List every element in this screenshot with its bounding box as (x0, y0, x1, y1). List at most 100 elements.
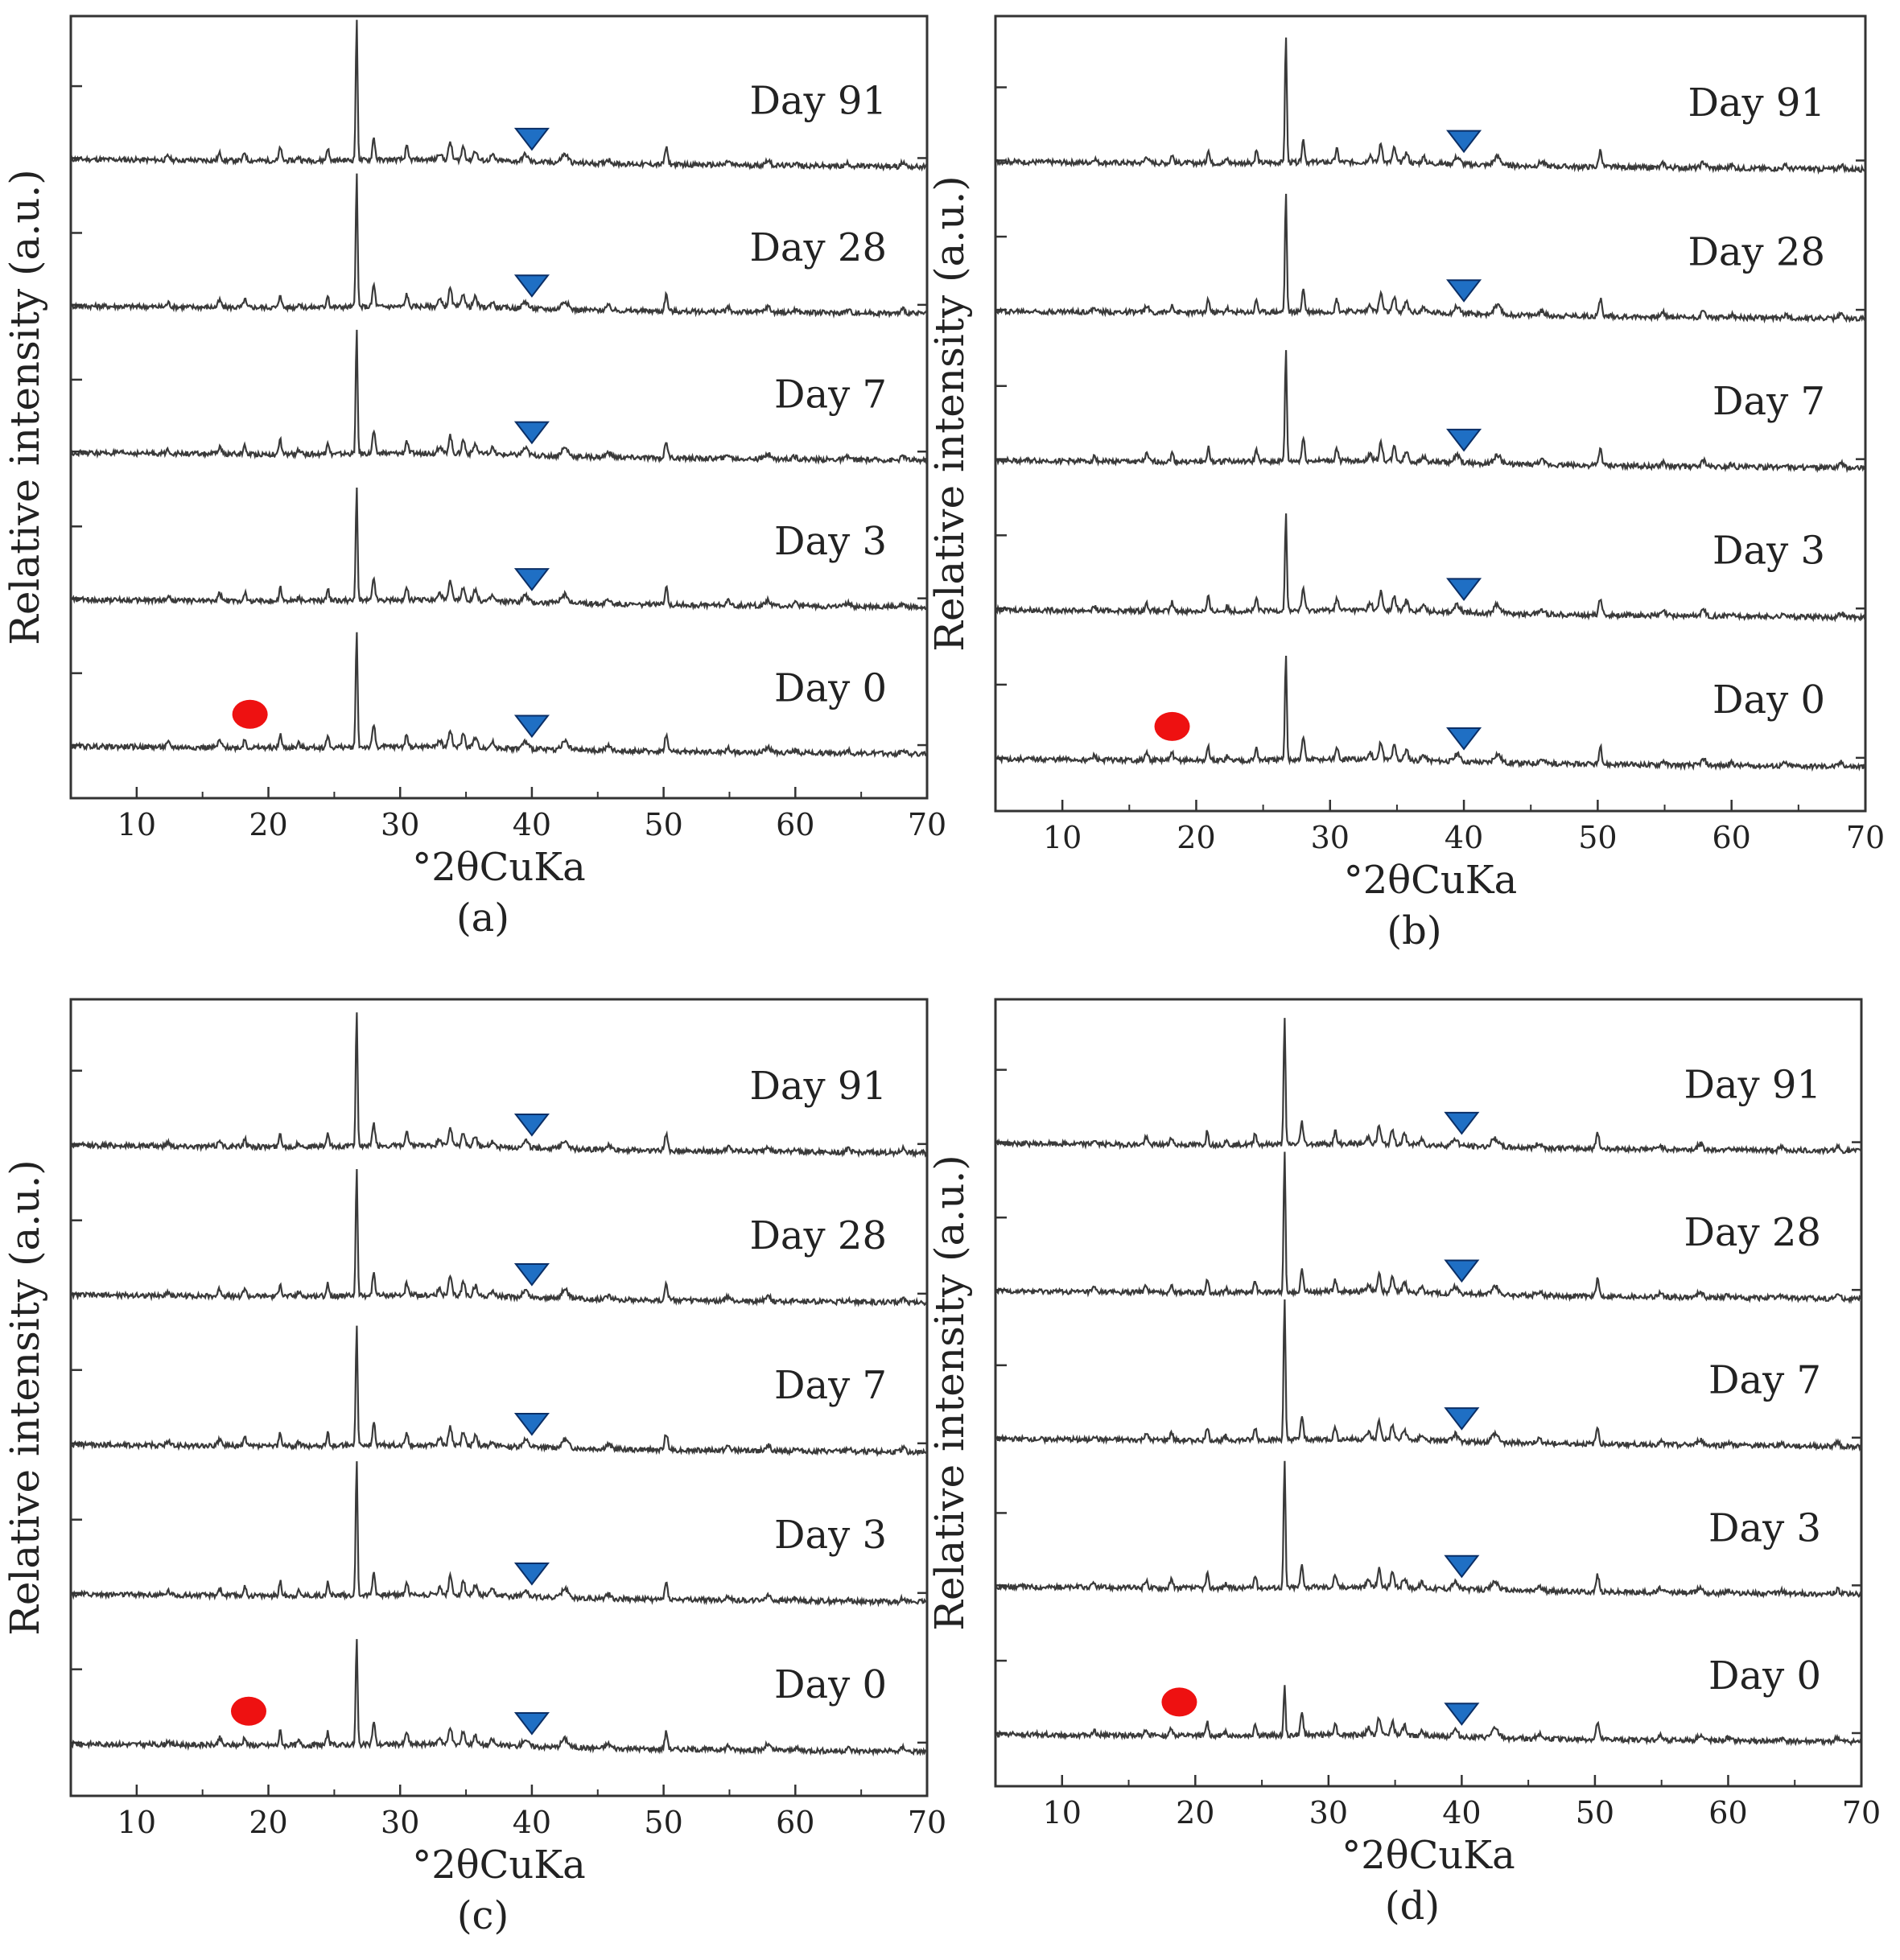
trace-day-7 (70, 1325, 929, 1457)
blue-down-triangle-icon (1444, 1259, 1480, 1283)
x-tick-label: 70 (1846, 820, 1885, 855)
plot-frame (69, 14, 929, 800)
y-axis-title: Relative intensity (a.u.) (926, 175, 973, 652)
x-tick-label: 20 (1176, 1795, 1214, 1830)
x-tick-label: 50 (644, 807, 682, 842)
x-tick-label: 50 (1578, 820, 1617, 855)
series-label: Day 91 (749, 1064, 887, 1109)
x-tick-label: 60 (1712, 820, 1751, 855)
blue-down-triangle-icon (1446, 279, 1482, 303)
trace-day-3 (995, 513, 1867, 624)
x-tick-label: 10 (117, 807, 156, 842)
blue-down-triangle-icon (513, 568, 550, 591)
x-tick-label: 40 (1445, 820, 1483, 855)
x-tick-label: 30 (381, 1805, 419, 1840)
trace-day-3 (70, 1461, 928, 1608)
plot-frame (69, 998, 929, 1797)
blue-down-triangle-icon (513, 274, 550, 298)
blue-down-triangle-icon (1446, 727, 1482, 751)
x-tick-label: 30 (1309, 1795, 1348, 1830)
x-tick-label: 20 (1177, 820, 1215, 855)
x-axis-title: °2θCuKa (412, 1843, 586, 1888)
trace-day-0 (995, 655, 1867, 772)
blue-down-triangle-icon (1444, 1554, 1480, 1579)
blue-down-triangle-icon (513, 127, 550, 151)
trace-day-91 (995, 37, 1866, 175)
x-tick-label: 70 (1842, 1795, 1881, 1830)
series-label: Day 91 (1688, 80, 1825, 126)
series-label: Day 28 (749, 225, 887, 270)
series-label: Day 3 (774, 1513, 887, 1558)
red-circle-icon (232, 699, 268, 729)
x-tick-label: 10 (117, 1805, 156, 1840)
trace-day-0 (70, 1639, 928, 1757)
series-label: Day 0 (774, 665, 887, 710)
red-circle-icon (1161, 1687, 1197, 1717)
series-label: Day 28 (1688, 229, 1825, 274)
series-label: Day 0 (1708, 1653, 1821, 1699)
series-label: Day 7 (774, 373, 887, 418)
series-label: Day 0 (1712, 677, 1825, 723)
plot-frame (994, 14, 1867, 813)
blue-down-triangle-icon (513, 1113, 550, 1137)
panel-label: (c) (457, 1893, 509, 1938)
panel-label: (b) (1387, 908, 1441, 953)
x-tick-label: 60 (776, 807, 814, 842)
trace-day-3 (69, 487, 928, 612)
blue-down-triangle-icon (1444, 1703, 1480, 1726)
series-label: Day 3 (1708, 1505, 1821, 1550)
panel-d: 10 20 30 40 50 60 70 °2θCuKa Relative intensity … (926, 998, 1881, 1929)
trace-day-91 (70, 19, 929, 172)
x-tick-label: 20 (249, 807, 287, 842)
panel-label: (a) (456, 896, 509, 941)
blue-down-triangle-icon (513, 714, 550, 739)
y-axis-title: Relative intensity (a.u.) (2, 169, 48, 645)
y-axis-title: Relative intensity (a.u.) (926, 1155, 973, 1631)
trace-day-7 (70, 329, 928, 466)
x-tick-label: 40 (513, 1805, 551, 1840)
trace-day-91 (995, 1018, 1863, 1156)
blue-down-triangle-icon (513, 1562, 550, 1586)
series-label: Day 28 (1684, 1210, 1821, 1255)
series-label: Day 0 (774, 1662, 887, 1707)
series-label: Day 3 (1712, 529, 1825, 574)
x-axis-title: °2θCuKa (1344, 858, 1518, 903)
trace-day-28 (69, 173, 929, 319)
plot-frame (994, 998, 1863, 1788)
x-tick-label: 10 (1043, 1795, 1082, 1830)
x-tick-label: 30 (1311, 820, 1350, 855)
trace-day-28 (995, 193, 1866, 324)
x-tick-label: 40 (1442, 1795, 1481, 1830)
series-label: Day 91 (1684, 1063, 1821, 1108)
x-axis-title: °2θCuKa (412, 845, 586, 890)
trace-day-0 (995, 1685, 1862, 1747)
series-label: Day 3 (774, 519, 887, 564)
y-axis-title: Relative intensity (a.u.) (2, 1159, 48, 1636)
x-tick-label: 70 (908, 807, 946, 842)
blue-down-triangle-icon (1446, 130, 1482, 154)
x-tick-label: 40 (513, 807, 551, 842)
series-label: Day 7 (774, 1363, 887, 1408)
series-label: Day 91 (749, 79, 887, 124)
blue-down-triangle-icon (1444, 1111, 1480, 1135)
panel-c: 10 20 30 40 50 60 70 °2θCuKa Relative intensity … (2, 998, 946, 1938)
x-axis-title: °2θCuKa (1342, 1833, 1515, 1878)
blue-down-triangle-icon (513, 421, 550, 445)
x-tick-label: 50 (644, 1805, 682, 1840)
x-tick-label: 60 (1708, 1795, 1747, 1830)
red-circle-icon (1154, 711, 1190, 741)
blue-down-triangle-icon (1444, 1407, 1480, 1431)
series-label: Day 7 (1712, 379, 1825, 424)
x-tick-label: 20 (249, 1805, 287, 1840)
trace-day-91 (70, 1012, 928, 1159)
blue-down-triangle-icon (513, 1412, 550, 1436)
blue-down-triangle-icon (513, 1711, 550, 1736)
panel-label: (d) (1385, 1884, 1440, 1929)
blue-down-triangle-icon (513, 1262, 550, 1287)
blue-down-triangle-icon (1446, 578, 1482, 602)
trace-day-0 (70, 632, 929, 759)
panel-b: 10 20 30 40 50 60 70 °2θCuKa Relative intensity … (926, 14, 1885, 953)
trace-day-28 (995, 1151, 1863, 1304)
trace-day-28 (70, 1168, 928, 1307)
